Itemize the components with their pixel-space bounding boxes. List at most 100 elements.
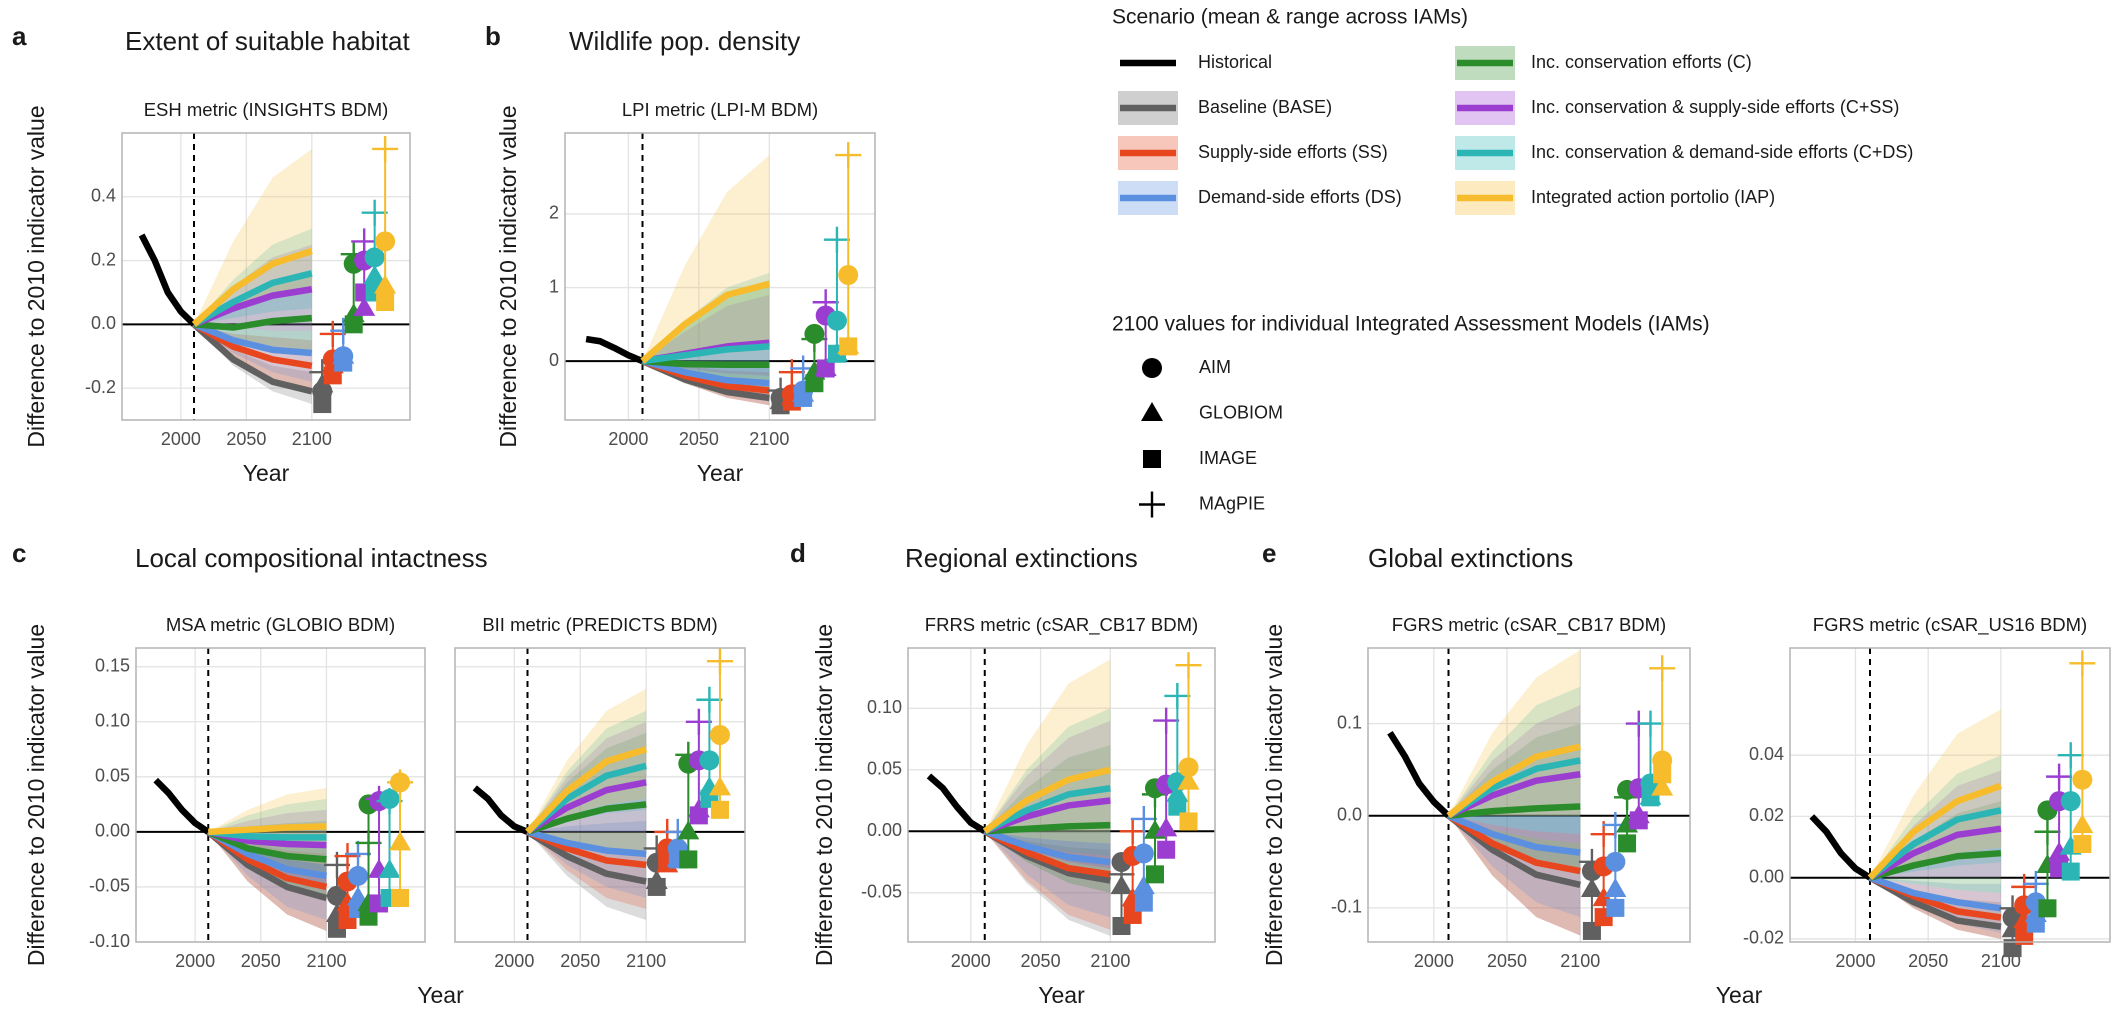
scenario-line [642,357,770,369]
marker-plus [376,788,403,815]
group-title: Global extinctions [1368,543,1573,573]
marker-circle [1142,358,1162,378]
marker-plus [696,686,723,713]
marker-circle [2072,769,2093,790]
historical-line [1809,814,1872,881]
marker-plus [801,326,828,353]
panel: -0.10 -0.05 0.00 0.05 0.10 0.15 2000 2050 2100 MS… [89,614,426,971]
marker-square [794,388,813,407]
panel-letter: b [485,21,501,51]
scenario-line [983,785,1111,835]
scenario-line [1867,782,2002,880]
x-tick-label: 2100 [626,951,666,971]
y-axis-label: Difference to 2010 indicator value [495,105,521,447]
marker-plus [2034,818,2061,845]
x-tick-label: 2000 [175,951,215,971]
marker-square [376,293,395,312]
marker-plus [706,648,733,675]
marker-plus [778,359,805,386]
marker-plus [1637,710,1664,737]
x-tick-label: 2000 [951,951,991,971]
marker-circle [838,265,859,286]
x-tick-label: 2000 [608,429,648,449]
marker-triangle [378,858,401,878]
x-tick-label: 2050 [1908,951,1948,971]
marker-square [2026,914,2045,933]
legend: Scenario (mean & range across IAMs) Histo… [1112,6,1913,518]
x-tick-label: 2000 [1835,951,1875,971]
y-tick-label: 0.2 [91,249,116,269]
marker-square [710,800,729,819]
plot-frame [1367,647,1691,943]
panel-subtitle: FRRS metric (cSAR_CB17 BDM) [925,614,1198,636]
marker-triangle [1177,770,1200,790]
marker-circle [1605,851,1626,872]
marker-plus [835,142,862,169]
legend-title: Scenario (mean & range across IAMs) [1112,6,1468,29]
legend-label: Inc. conservation & supply-side efforts … [1531,97,1899,117]
x-axis-label: Year [1716,982,1763,1008]
marker-square [689,806,708,825]
panel-subtitle: BII metric (PREDICTS BDM) [482,614,717,635]
y-tick-label: 0.10 [867,697,902,717]
marker-plus [387,769,414,796]
marker-plus [2046,763,2073,790]
panel-subtitle: FGRS metric (cSAR_US16 BDM) [1813,614,2087,636]
marker-triangle [1580,877,1603,897]
marker-square [1629,811,1648,830]
range-band [984,659,1111,844]
scenario-line [1446,743,1581,819]
panel-subtitle: MSA metric (GLOBIO BDM) [166,614,395,635]
scenario-line [191,247,313,327]
scenario-line [1868,807,2002,881]
panel-letter: a [12,21,27,51]
scenario-line [982,766,1112,834]
panel: -0.05 0.00 0.05 0.10 2000 2050 2100 FRRS metric… [861,614,1216,971]
scenario-line [642,343,770,365]
x-tick-label: 2100 [306,951,346,971]
legend-label: Baseline (BASE) [1198,97,1332,117]
scenario-line [206,828,327,863]
y-tick-label: 0.02 [1749,805,1784,825]
scenario-line [1447,812,1581,856]
marker-circle [709,724,730,745]
scenario-line [1869,849,2002,881]
scenario-line [192,270,313,328]
marker-plus [319,320,346,347]
marker-triangle [677,820,700,840]
scenario-line [526,828,647,858]
plot-frame [454,647,746,943]
marker-circle [348,865,369,886]
marker-plus [1153,707,1180,734]
y-tick-label: -0.05 [89,876,130,896]
marker-square [679,850,698,869]
marker-square [816,359,835,378]
marker-plus [345,840,372,867]
scenario-line [1868,825,2002,881]
plot-frame [121,132,411,421]
marker-circle [699,750,720,771]
legend-label: GLOBIOM [1199,402,1283,422]
panel-letter: d [790,538,806,568]
marker-square [2073,835,2092,853]
panel-letter: c [12,538,26,568]
marker-plus [1119,818,1146,845]
x-axis-label: Year [1038,982,1085,1008]
marker-plus [2057,742,2084,769]
legend-label: Integrated action portolio (IAP) [1531,187,1775,207]
marker-plus [812,289,839,316]
y-axis-label: Difference to 2010 indicator value [811,624,837,966]
marker-triangle [374,274,397,294]
historical-line [926,773,987,835]
y-tick-label: 1 [549,276,559,296]
plot-background [122,133,410,420]
marker-plus [355,829,382,856]
scenario-line [641,357,770,387]
panel-subtitle: LPI metric (LPI-M BDM) [622,99,818,120]
marker-square [1179,812,1198,831]
marker-plus [1130,805,1157,832]
x-tick-label: 2050 [679,429,719,449]
scenario-line [984,821,1111,835]
marker-circle [1133,843,1154,864]
marker-square [839,337,858,356]
